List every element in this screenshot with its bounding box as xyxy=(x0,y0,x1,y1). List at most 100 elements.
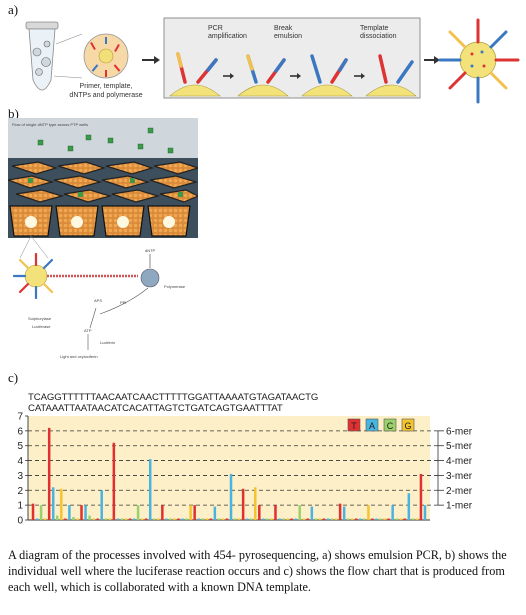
bar xyxy=(201,518,204,520)
legend-swatch xyxy=(383,418,397,432)
bar xyxy=(189,505,192,520)
bar xyxy=(51,487,55,520)
bar xyxy=(120,518,124,520)
bar xyxy=(209,518,213,520)
bar xyxy=(124,518,128,520)
bar xyxy=(407,493,411,520)
bar xyxy=(31,503,35,520)
bar xyxy=(298,505,301,520)
bar xyxy=(383,518,386,520)
bar xyxy=(423,505,427,520)
bar xyxy=(318,518,322,520)
bar xyxy=(80,505,83,520)
bar xyxy=(278,518,281,520)
bar xyxy=(60,488,63,520)
step-break-line1: Break xyxy=(274,25,293,32)
bar xyxy=(56,515,59,520)
bar xyxy=(181,518,184,520)
bar xyxy=(322,518,326,520)
bar xyxy=(290,518,293,520)
bar xyxy=(266,518,269,520)
bar xyxy=(262,518,265,520)
bar xyxy=(193,505,196,520)
step-template-line2: dissociation xyxy=(360,33,397,40)
bar xyxy=(205,518,209,520)
bar xyxy=(237,518,241,520)
bar xyxy=(258,505,261,520)
panel-a-label: a) xyxy=(8,2,19,17)
bar xyxy=(72,517,75,520)
bar xyxy=(185,518,188,520)
bar xyxy=(375,518,378,520)
bar xyxy=(399,518,402,520)
well-row xyxy=(9,205,191,237)
amplified-bead xyxy=(438,18,520,104)
y-tick-label: 2 xyxy=(17,486,23,497)
right-tick-label: 5-mer xyxy=(446,441,473,452)
bar xyxy=(245,518,249,520)
bar xyxy=(76,518,79,520)
dntp-markers xyxy=(37,127,174,154)
bead-with-strands xyxy=(12,252,54,300)
bar xyxy=(112,442,116,520)
right-tick-label: 1-mer xyxy=(446,501,473,512)
legend-swatch xyxy=(365,418,379,432)
right-tick-label: 3-mer xyxy=(446,471,473,482)
bar xyxy=(35,518,39,520)
bar xyxy=(92,518,95,520)
bar xyxy=(140,518,144,520)
bar xyxy=(350,518,354,520)
bar xyxy=(64,518,67,520)
luciferase-label: Luciferase xyxy=(32,324,51,329)
bar xyxy=(225,518,229,520)
tube-icon xyxy=(25,21,59,91)
bar xyxy=(152,518,156,520)
figure-caption: A diagram of the processes involved with… xyxy=(8,548,507,594)
bar xyxy=(403,518,407,520)
bar xyxy=(165,518,168,520)
bar xyxy=(47,427,51,520)
bar xyxy=(148,459,152,520)
bar xyxy=(286,518,289,520)
bar xyxy=(310,506,314,520)
bar xyxy=(379,518,382,520)
bar xyxy=(254,487,257,520)
plot-background xyxy=(28,416,430,520)
aps-label: APS xyxy=(94,298,102,303)
bead-half xyxy=(237,84,289,97)
flowgram-chart: 1-mer 2-mer 3-mer 4-mer 5-mer 6-mer 0 1 2 3 4 5 6 7 T A… xyxy=(17,412,473,527)
ptp-well-illustration: Flow of single dNTP type across PTP well… xyxy=(8,118,198,359)
bar xyxy=(282,518,285,520)
polymerase-label: Polymerase xyxy=(164,284,186,289)
bar xyxy=(173,518,176,520)
bar xyxy=(88,515,91,520)
y-tick-label: 1 xyxy=(17,501,23,512)
bar xyxy=(395,518,398,520)
sequence-line-2: CATAAATTAATAACATCACATTAGTCTGATCAGTGAATTT… xyxy=(28,403,283,414)
bar xyxy=(359,518,362,520)
y-tick-label: 7 xyxy=(17,412,23,423)
bar xyxy=(346,518,350,520)
bar xyxy=(419,473,423,520)
legend-label: T xyxy=(351,421,357,431)
legend-label: C xyxy=(387,421,394,431)
bar xyxy=(96,518,99,520)
bar xyxy=(229,473,233,520)
atp-label: ATP xyxy=(84,328,92,333)
bar xyxy=(217,518,221,520)
bar xyxy=(233,518,237,520)
y-tick-label: 0 xyxy=(17,516,23,527)
y-tick-label: 4 xyxy=(17,456,23,467)
bar xyxy=(43,518,47,520)
bar xyxy=(221,518,225,520)
bar xyxy=(391,505,394,520)
emulsion-droplet xyxy=(83,33,129,79)
bar xyxy=(314,518,318,520)
y-tick-label: 3 xyxy=(17,471,23,482)
bar xyxy=(161,505,164,520)
flow-header: Flow of single dNTP type across PTP well… xyxy=(12,122,88,127)
reagents-label-line1: Primer, template, xyxy=(80,83,133,90)
bar xyxy=(367,505,370,520)
bar xyxy=(338,503,342,520)
bar xyxy=(302,518,306,520)
